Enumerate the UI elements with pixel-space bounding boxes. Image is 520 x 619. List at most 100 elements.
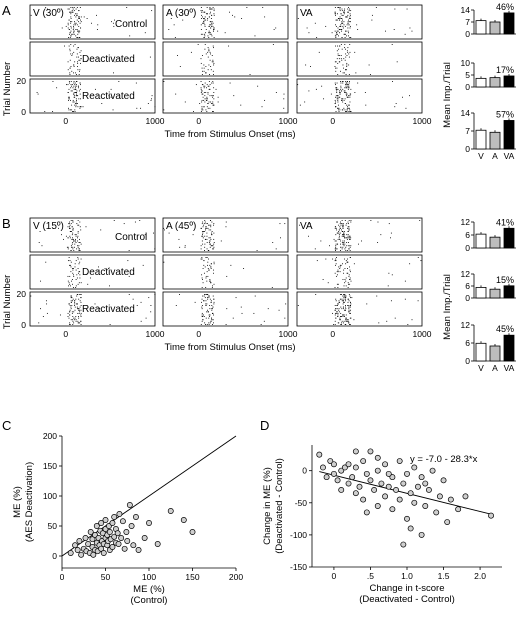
spike-mark [201,107,203,109]
spike-mark [334,324,336,325]
spike-mark [341,220,343,221]
spike-mark [211,24,213,26]
spike-mark [345,295,347,297]
raster-frame [296,4,423,40]
spike-mark [74,96,76,98]
spike-mark [40,280,42,282]
spike-mark [213,64,215,66]
spike-mark [210,27,212,29]
spike-mark [209,74,210,75]
data-point [415,483,421,490]
y-tick-label: 50 [48,521,58,531]
spike-mark [334,272,336,274]
spike-mark [207,297,208,299]
spike-mark [334,287,336,288]
spike-mark [343,285,345,287]
spike-mark [338,224,340,226]
spike-mark [342,101,344,103]
spike-mark [202,234,203,236]
spike-mark [203,295,205,297]
spike-mark [113,220,115,221]
spike-mark [390,300,392,302]
time-tick-label: 0 [330,329,335,339]
spike-mark [76,53,78,55]
spike-mark [203,264,205,266]
spike-mark [74,309,76,311]
spike-mark [201,93,203,95]
spike-mark [342,279,344,281]
spike-mark [278,309,280,311]
spike-mark [200,87,202,89]
spike-mark [68,99,70,101]
x-tick-label: 0 [60,572,65,582]
spike-mark [335,260,337,262]
spike-mark [70,16,72,18]
spike-mark [345,314,347,316]
spike-mark [69,283,71,285]
spike-mark [203,314,204,316]
spike-mark [203,22,205,24]
spike-mark [339,264,341,266]
spike-mark [346,245,348,247]
spike-mark [108,95,110,97]
spike-mark [241,312,243,314]
spike-mark [205,275,207,277]
x-tick-label: 2.0 [474,571,486,581]
spike-mark [203,92,205,93]
spike-mark [249,74,251,75]
spike-mark [207,47,209,49]
y-tick-label: 14 [461,5,471,15]
spike-mark [339,226,341,228]
spike-mark [70,27,72,29]
spike-mark [343,245,345,247]
spike-mark [349,295,351,297]
spike-mark [71,279,73,281]
spike-mark [341,21,343,23]
spike-mark [80,309,82,311]
raster-frame [29,78,156,114]
spike-mark [334,66,336,68]
data-point [378,480,385,487]
spike-mark [341,308,343,310]
spike-mark [213,98,215,100]
spike-mark [70,87,72,89]
spike-mark [71,280,72,282]
spike-mark [308,235,310,237]
spike-mark [79,271,81,273]
spike-mark [334,320,336,322]
spike-mark [346,62,348,64]
spike-mark [213,272,214,274]
spike-mark [207,69,209,71]
spike-mark [213,47,214,49]
spike-mark [80,312,82,314]
spike-mark [79,311,81,313]
spike-mark [343,314,344,316]
spike-mark [217,101,219,103]
spike-mark [343,24,345,26]
spike-mark [78,272,79,274]
spike-mark [73,82,75,84]
spike-mark [212,95,214,97]
spike-mark [207,35,209,37]
spike-mark [70,81,72,82]
spike-mark [226,308,228,310]
data-point [85,541,92,547]
spike-mark [66,246,68,248]
spike-mark [388,223,390,225]
spike-mark [343,294,345,295]
spike-mark [144,234,146,236]
spike-mark [337,107,339,109]
spike-mark [42,316,44,318]
spike-mark [334,305,336,306]
spike-mark [225,221,227,223]
spike-mark [69,237,71,239]
spike-mark [349,312,351,314]
spike-mark [201,18,202,19]
spike-mark [80,50,82,52]
spike-mark [343,232,345,234]
column-label: A (30º) [166,8,196,19]
spike-mark [211,231,213,232]
spike-mark [206,257,208,258]
spike-mark [209,237,211,239]
spike-mark [334,99,336,101]
